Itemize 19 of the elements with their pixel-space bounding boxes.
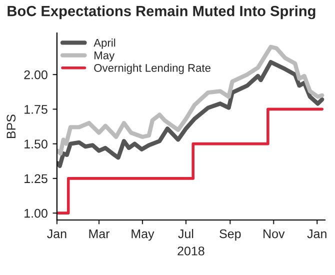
x-tick-label: Nov — [264, 229, 285, 238]
x-axis-title: 2018 — [178, 246, 204, 256]
x-tick-label: Sep — [220, 229, 241, 241]
legend-label: April — [94, 38, 116, 49]
x-tick-label: Jan — [307, 229, 326, 238]
y-tick-label: 1.50 — [24, 140, 48, 148]
x-tick-label: May — [132, 229, 154, 241]
legend-label: Overnight Lending Rate — [94, 64, 210, 74]
x-tick-label: Mar — [89, 229, 110, 238]
y-tick-label: 1.75 — [24, 105, 48, 114]
y-tick-label: 1.25 — [24, 174, 48, 184]
y-tick-label: 2.00 — [24, 70, 48, 80]
chart-title: BoC Expectations Remain Muted Into Spring — [8, 6, 316, 20]
x-tick-label: Jan — [47, 229, 66, 238]
legend-label: May — [94, 52, 115, 62]
line-series — [56, 60, 324, 168]
x-tick-label: Jul — [178, 229, 194, 238]
y-tick-label: 1.00 — [24, 208, 48, 218]
y-axis-title: BPS — [6, 114, 16, 138]
